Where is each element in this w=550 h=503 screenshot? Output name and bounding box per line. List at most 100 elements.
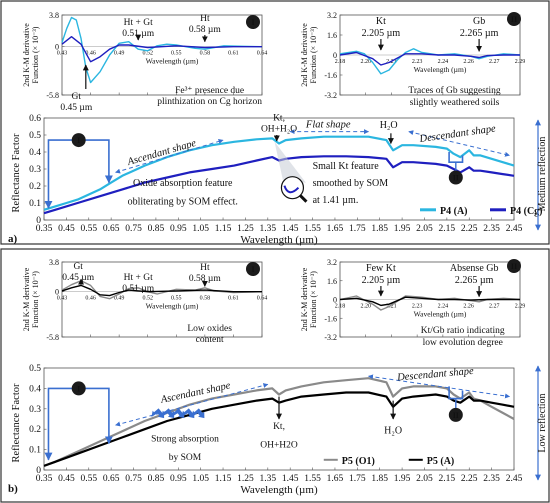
x-tick-label: 1.05: [192, 474, 209, 484]
series-line-p4-cg-: [43, 155, 515, 215]
ht-value: 0.58 µm: [189, 25, 221, 35]
badge-label: II: [511, 262, 517, 271]
ascendant-arrow: [115, 383, 269, 427]
x-tick-label: 1.35: [259, 474, 276, 484]
x-axis-label: Wavelength (µm): [240, 234, 318, 246]
x-tick-label: 0.58: [200, 296, 211, 302]
b_inset_left-chart: 0.43 0.46 0.49 0.52 0.55 0.58 0.61 0.64 3.8 0 -5.8…: [22, 258, 267, 345]
y-tick-label: 0.1: [29, 446, 41, 456]
y-tick-label: 3.8: [49, 258, 59, 267]
y-tick-label: 0.6: [29, 114, 41, 124]
x-axis-label: Wavelength (µm): [414, 310, 467, 319]
series-line-1: [61, 284, 262, 297]
x-tick-label: 0.45: [58, 474, 75, 484]
x-tick-label: 2.24: [438, 59, 449, 65]
badge-label: II: [511, 15, 517, 24]
badge: [448, 170, 463, 185]
x-tick-label: 2.18: [335, 59, 346, 65]
x-tick-label: 2.05: [416, 474, 433, 484]
y-tick-label: 0.1: [29, 199, 41, 209]
kt-oh-label: OH+H2O: [260, 441, 298, 451]
y-tick-label: -1.6: [324, 71, 337, 80]
legend-label: P5 (A): [427, 456, 455, 467]
x-tick-label: 2.25: [461, 474, 478, 484]
x-tick-label: 2.45: [506, 224, 523, 234]
badge-label: I: [251, 18, 254, 27]
x-tick-label: 0.35: [36, 224, 53, 234]
y-axis-label: Reflectance Factor: [11, 133, 22, 212]
x-tick-label: 2.23: [412, 304, 423, 310]
y-tick-label: -1.6: [324, 314, 337, 323]
note-text: Traces of Gb suggesting: [408, 85, 501, 96]
note-text: Fe³⁺ presence due: [175, 86, 244, 96]
badge: [507, 259, 521, 273]
badge-label: II: [453, 174, 459, 183]
kt-label: Kt: [376, 16, 386, 27]
x-tick-label: 1.25: [237, 474, 254, 484]
badge: [246, 15, 260, 29]
ht-gt-label: Ht + Gt: [124, 18, 153, 28]
absorption-arrow-icon: [171, 408, 185, 419]
y-tick-label: 0.2: [29, 425, 41, 435]
x-tick-label: 2.26: [463, 304, 474, 310]
x-tick-label: 1.85: [371, 474, 388, 484]
x-tick-label: 1.25: [237, 224, 254, 234]
y-tick-label: 0.5: [29, 364, 41, 374]
descendant-arrow: [368, 374, 511, 399]
kt-label: Kt,: [273, 114, 285, 124]
x-tick-label: 1.05: [192, 224, 209, 234]
small-kt-note: at 1.41 µm.: [313, 195, 359, 206]
badge: [246, 262, 260, 276]
descendant-label: Descendant shape: [396, 366, 475, 384]
y-axis-label: Function (× 10⁻³): [31, 26, 40, 83]
x-tick-label: 2.20: [360, 304, 371, 310]
kt-oh-label: OH+H₂O: [261, 125, 297, 135]
badge: [71, 133, 86, 148]
side-label: Low reflection: [537, 393, 548, 452]
x-tick-label: 0.65: [103, 224, 120, 234]
series-line-0: [61, 16, 263, 84]
note-text: low evolution degree: [423, 338, 503, 348]
oxide-note: obliterating by SOM effect.: [128, 197, 238, 208]
x-tick-label: 1.95: [394, 474, 411, 484]
a_main-chart: 0.35 0.45 0.55 0.65 0.75 0.85 0.95 1.05 1.15 1.25…: [8, 114, 548, 246]
x-tick-label: 0.58: [200, 51, 211, 57]
x-tick-label: 0.64: [257, 296, 268, 302]
y-tick-label: 0: [55, 288, 59, 297]
plot-area: [61, 261, 263, 338]
x-tick-label: 0.46: [85, 296, 96, 302]
flat-label: Flat shape: [305, 119, 351, 130]
x-tick-label: 2.35: [483, 224, 500, 234]
x-tick-label: 2.23: [412, 59, 423, 65]
x-tick-label: 2.15: [439, 474, 456, 484]
panel-title: b): [8, 483, 18, 495]
a_inset_left-chart: 0.43 0.46 0.49 0.52 0.55 0.58 0.61 0.64 3.8 0 -5.8…: [22, 11, 267, 113]
x-tick-label: 1.45: [282, 224, 299, 234]
x-tick-label: 1.65: [327, 474, 344, 484]
ht-gt-value: 0.51 µm: [122, 284, 154, 294]
region-bracket-i: [44, 387, 113, 461]
note-text: Low oxides: [187, 324, 232, 334]
x-tick-label: 1.55: [304, 474, 321, 484]
zoom-wedge: [274, 141, 306, 183]
y-tick-label: 0: [333, 296, 337, 305]
kt-label: Few Kt: [366, 263, 396, 274]
gt-label: Gt: [72, 92, 82, 102]
gb-value: 2.265 µm: [460, 28, 499, 39]
ht-gt-value: 0.51 µm: [122, 29, 154, 39]
badge: [507, 12, 521, 26]
y-tick-label: 3.2: [327, 11, 337, 20]
x-tick-label: 1.15: [215, 474, 232, 484]
y-tick-label: 0: [36, 466, 41, 476]
x-tick-label: 0.95: [170, 474, 187, 484]
series-line-0: [339, 48, 521, 75]
absorption-arrow-icon: [161, 408, 175, 419]
x-tick-label: 0.52: [142, 51, 153, 57]
x-tick-label: 2.25: [461, 224, 478, 234]
x-tick-label: 2.21: [386, 304, 397, 310]
y-tick-label: 0.3: [29, 405, 41, 415]
series-line-1: [339, 51, 520, 66]
h2o-label: H₂O: [380, 120, 398, 131]
y-tick-label: 0: [36, 216, 41, 226]
x-tick-label: 2.20: [360, 59, 371, 65]
